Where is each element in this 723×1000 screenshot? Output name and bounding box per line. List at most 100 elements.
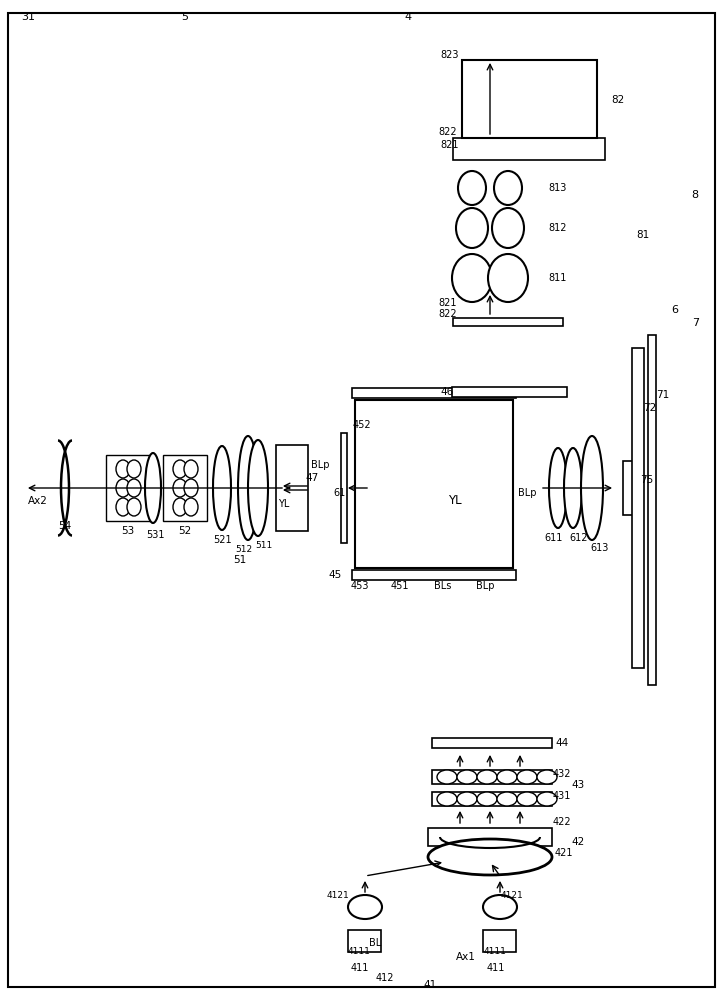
Ellipse shape — [348, 895, 382, 919]
Bar — [348, 930, 381, 952]
Ellipse shape — [173, 479, 187, 497]
Text: 452: 452 — [353, 420, 372, 430]
Text: BL: BL — [369, 938, 381, 948]
Ellipse shape — [248, 440, 268, 536]
Text: 531: 531 — [146, 530, 164, 540]
Text: 4121: 4121 — [327, 890, 349, 900]
Text: 71: 71 — [656, 390, 669, 400]
Text: 432: 432 — [553, 769, 571, 779]
Ellipse shape — [116, 498, 130, 516]
Ellipse shape — [428, 839, 552, 875]
Text: 823: 823 — [441, 50, 459, 60]
Text: 41: 41 — [424, 980, 437, 990]
Text: 613: 613 — [591, 543, 609, 553]
Text: YL: YL — [448, 494, 461, 507]
Text: 512: 512 — [236, 546, 252, 554]
Text: 4111: 4111 — [484, 948, 507, 956]
Ellipse shape — [488, 254, 528, 302]
Ellipse shape — [517, 792, 537, 806]
Text: 612: 612 — [570, 533, 589, 543]
Bar — [352, 570, 516, 580]
Ellipse shape — [127, 460, 141, 478]
Bar — [352, 388, 516, 398]
Ellipse shape — [213, 446, 231, 530]
Text: YL: YL — [278, 499, 289, 509]
Bar — [623, 461, 639, 515]
Text: Ax1: Ax1 — [456, 952, 476, 962]
Text: 7: 7 — [693, 318, 700, 328]
Ellipse shape — [537, 770, 557, 784]
Ellipse shape — [457, 770, 477, 784]
Text: 51: 51 — [234, 555, 247, 565]
Ellipse shape — [184, 498, 198, 516]
Text: 61: 61 — [333, 488, 345, 498]
Bar — [355, 400, 513, 568]
Bar — [632, 348, 644, 668]
Text: 821: 821 — [441, 140, 459, 150]
Ellipse shape — [437, 792, 457, 806]
Text: BLs: BLs — [435, 581, 452, 591]
Text: BLp: BLp — [476, 581, 495, 591]
Ellipse shape — [127, 479, 141, 497]
Text: 453: 453 — [351, 581, 369, 591]
Text: 813: 813 — [549, 183, 567, 193]
Ellipse shape — [457, 792, 477, 806]
Text: 822: 822 — [439, 309, 458, 319]
Ellipse shape — [483, 895, 517, 919]
Text: 82: 82 — [612, 95, 625, 105]
Text: 811: 811 — [549, 273, 567, 283]
Text: 521: 521 — [213, 535, 231, 545]
Ellipse shape — [564, 448, 582, 528]
Text: 451: 451 — [390, 581, 409, 591]
Ellipse shape — [581, 436, 603, 540]
Text: 812: 812 — [549, 223, 568, 233]
Bar — [276, 445, 308, 531]
Text: 611: 611 — [545, 533, 563, 543]
Text: 31: 31 — [21, 12, 35, 22]
Text: 821: 821 — [439, 298, 457, 308]
Ellipse shape — [184, 460, 198, 478]
Text: Ax2: Ax2 — [28, 496, 48, 506]
Ellipse shape — [497, 792, 517, 806]
Ellipse shape — [537, 792, 557, 806]
Ellipse shape — [116, 479, 130, 497]
Ellipse shape — [452, 254, 492, 302]
Ellipse shape — [145, 453, 161, 523]
Bar — [428, 828, 552, 846]
Ellipse shape — [477, 770, 497, 784]
Bar — [453, 138, 605, 160]
Text: 8: 8 — [691, 190, 698, 200]
Ellipse shape — [517, 770, 537, 784]
Ellipse shape — [184, 479, 198, 497]
Text: 52: 52 — [179, 526, 192, 536]
Ellipse shape — [497, 770, 517, 784]
Bar — [648, 335, 656, 685]
Text: 411: 411 — [487, 963, 505, 973]
Bar — [432, 770, 552, 784]
Text: 42: 42 — [571, 837, 585, 847]
Text: 81: 81 — [636, 230, 650, 240]
Bar — [106, 455, 150, 521]
Text: 46: 46 — [440, 387, 453, 397]
Text: 421: 421 — [555, 848, 573, 858]
Ellipse shape — [437, 770, 457, 784]
Bar — [452, 38, 710, 338]
Bar — [18, 22, 338, 982]
Ellipse shape — [494, 171, 522, 205]
Ellipse shape — [492, 208, 524, 248]
Text: 4111: 4111 — [348, 948, 371, 956]
Ellipse shape — [549, 448, 567, 528]
Text: 431: 431 — [553, 791, 571, 801]
Bar — [615, 328, 705, 778]
Bar — [340, 22, 708, 982]
Ellipse shape — [477, 792, 497, 806]
Text: 4: 4 — [404, 12, 411, 22]
Text: 53: 53 — [121, 526, 134, 536]
Text: 4121: 4121 — [500, 890, 523, 900]
Ellipse shape — [127, 498, 141, 516]
Text: 5: 5 — [181, 12, 189, 22]
Bar — [163, 455, 207, 521]
Bar — [483, 930, 516, 952]
Bar — [452, 387, 567, 397]
Ellipse shape — [238, 436, 258, 540]
